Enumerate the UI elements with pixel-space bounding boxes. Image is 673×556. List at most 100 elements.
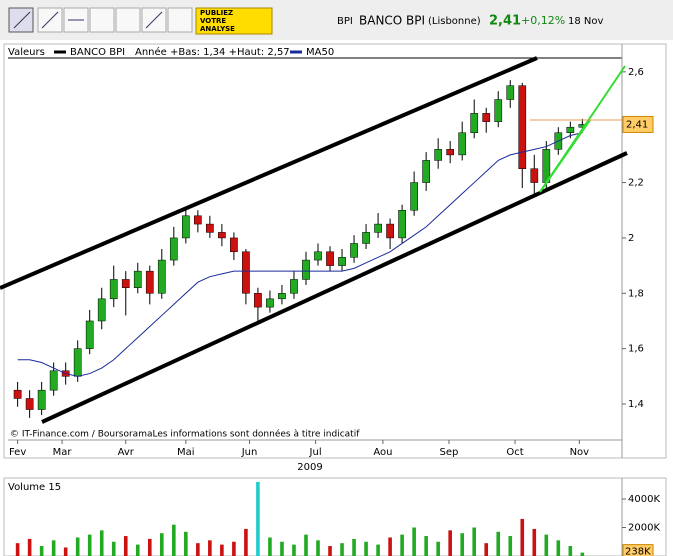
move-tool[interactable] [115, 7, 141, 33]
volume-bar [208, 540, 212, 556]
candle-body [133, 270, 142, 289]
volume-bar [123, 536, 128, 556]
volume-bar [75, 537, 80, 556]
volume-bar [280, 541, 284, 556]
trendline [539, 119, 591, 193]
tool-icons[interactable] [8, 7, 193, 33]
y-tick-label: 2 [628, 233, 634, 244]
volume-bar [424, 536, 428, 556]
volume-bar [111, 541, 116, 556]
volume-bar [147, 538, 152, 556]
volume-bar [520, 518, 525, 556]
volume-bar [63, 547, 68, 556]
ma-line [17, 132, 583, 377]
zoom-tool[interactable] [8, 7, 34, 33]
volume-bar [15, 543, 20, 556]
volume-bar [232, 541, 236, 556]
volume-bar [388, 537, 392, 556]
volume-bar [532, 528, 537, 556]
candle-body [302, 259, 310, 280]
volume-bar [304, 534, 308, 556]
x-label: 2009 [297, 462, 322, 473]
candle-body [13, 389, 22, 399]
volume-bar [376, 544, 380, 556]
legend-stats: Année +Bas: 1,34 +Haut: 2,57 [135, 46, 290, 58]
y-tick-label: 4000K [628, 494, 660, 505]
volume-bar [172, 524, 176, 556]
legend-label: Valeurs [8, 47, 45, 58]
x-tick-label: Mai [177, 447, 195, 458]
market: (Lisbonne) [428, 16, 481, 27]
price: 2,41 [489, 14, 521, 29]
trendline [41, 151, 628, 424]
candle-body [85, 320, 94, 349]
icon [145, 11, 163, 29]
candle-body [326, 251, 334, 266]
candle-body [25, 398, 34, 410]
x-tick-label: Mar [53, 447, 73, 458]
change: +0,12% [521, 14, 565, 27]
x-tick-label: Nov [570, 447, 590, 458]
candle-body [494, 99, 503, 122]
candle-body [350, 243, 358, 258]
candle-body [506, 85, 515, 100]
candle-body [446, 149, 455, 156]
stock-name: BANCO BPI [359, 14, 425, 28]
x-tick-label: Sep [440, 447, 459, 458]
volume-bar [27, 538, 32, 556]
candle-body [362, 232, 370, 244]
x-tick-label: Jul [309, 447, 322, 458]
candle-body [193, 215, 202, 225]
volume-tag-label: 238K [625, 547, 651, 556]
volume-bar [352, 538, 356, 556]
candle-body [109, 279, 118, 300]
volume-bar [472, 527, 477, 556]
delete-tool[interactable] [167, 7, 193, 33]
ad-text: ANALYSE [200, 25, 235, 33]
y-tick-label: 1,6 [628, 344, 644, 355]
volume-bar [508, 536, 513, 556]
icon [13, 11, 31, 29]
candle-body [49, 370, 58, 391]
fib-tool[interactable] [89, 7, 115, 33]
candle-body [434, 149, 443, 161]
volume-bar [568, 546, 573, 556]
icon [41, 11, 59, 29]
volume-bar [87, 534, 92, 556]
volume-bar [496, 531, 501, 556]
y-tick-label: 1,8 [628, 288, 644, 299]
candle-body [410, 182, 418, 211]
candle-body [290, 279, 298, 294]
volume-bar [544, 534, 549, 556]
legend-ma: MA50 [306, 47, 334, 58]
ad-banner[interactable] [195, 7, 273, 35]
volume-bar [328, 546, 332, 556]
x-tick-label: Oct [506, 447, 523, 458]
candle-body [121, 279, 130, 289]
volume-tag [622, 544, 654, 556]
volume-bar [184, 531, 188, 556]
volume-bar [316, 540, 320, 556]
candle-body [37, 389, 46, 410]
volume-bar [400, 534, 404, 556]
date: 18 Nov [568, 16, 604, 27]
y-tick-label: 1,4 [628, 399, 644, 410]
candle-body [470, 113, 479, 133]
candle-body [73, 348, 82, 377]
legend-series: BANCO BPI [70, 47, 125, 58]
candle-body [157, 259, 166, 294]
volume-bar [484, 543, 489, 556]
volume-bar [460, 533, 464, 556]
source: © IT-Finance.com / BoursoramaLes informa… [10, 429, 360, 440]
candle-body [530, 168, 539, 183]
trendlines [0, 56, 628, 424]
x-tick-label: Jun [241, 447, 258, 458]
volume-bar [135, 544, 140, 556]
symbol: BPI [337, 16, 353, 27]
candle-body [374, 223, 382, 233]
volume-bar [556, 540, 561, 556]
volume-bar [256, 481, 260, 556]
price-panel [3, 43, 667, 459]
candle-body [482, 113, 491, 122]
